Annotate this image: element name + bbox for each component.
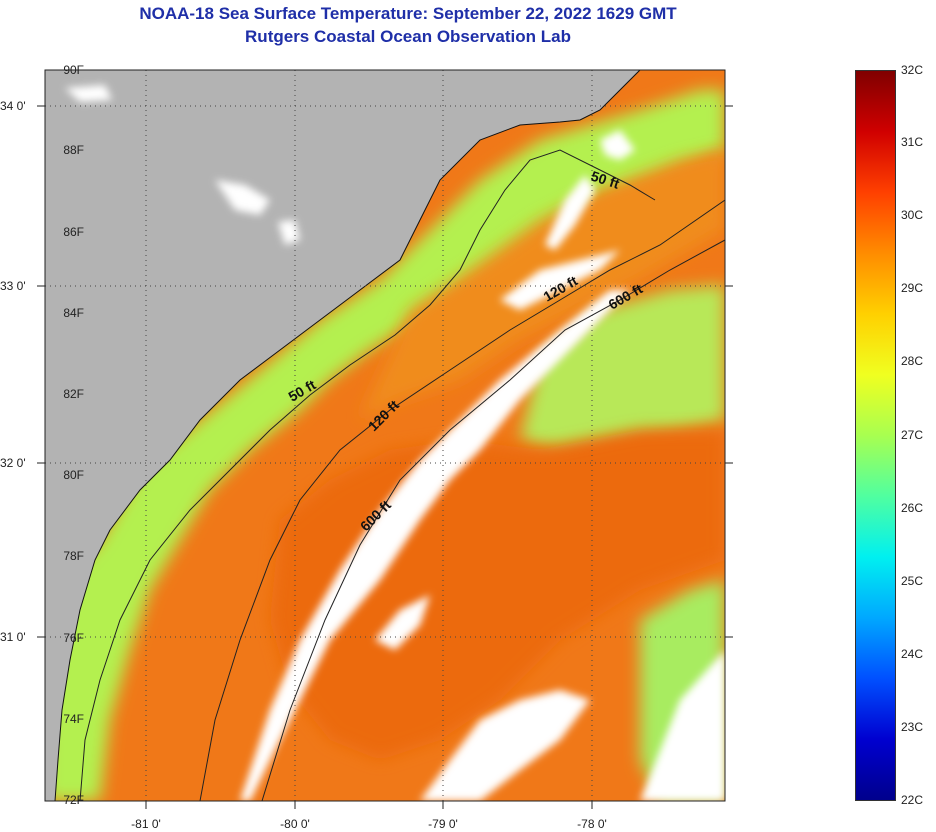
colorbar-celsius-label: 28C (901, 354, 924, 368)
colorbar-celsius-label: 26C (901, 501, 924, 515)
coastline (54, 70, 641, 801)
latitude-label: 31 0' (0, 630, 26, 644)
contour-600ft (261, 239, 725, 801)
map-title: NOAA-18 Sea Surface Temperature: Septemb… (139, 4, 677, 23)
colorbar-fahrenheit-label: 82F (63, 387, 84, 401)
map-subtitle: Rutgers Coastal Ocean Observation Lab (245, 27, 571, 46)
longitude-label: -79 0' (428, 817, 458, 831)
temperature-colorbar (855, 70, 896, 801)
offshore-green-patch (520, 285, 725, 450)
longitude-label: -78 0' (577, 817, 607, 831)
colorbar-fahrenheit-label: 84F (63, 306, 84, 320)
colorbar-celsius-label: 23C (901, 720, 924, 734)
axis-ticks (37, 105, 733, 809)
colorbar-celsius-label: 32C (901, 63, 924, 77)
graticule (45, 70, 725, 801)
colorbar-celsius-label: 24C (901, 647, 924, 661)
contour-120ft (199, 199, 725, 801)
colorbar-celsius-label: 25C (901, 574, 924, 588)
latitude-label: 33 0' (0, 279, 26, 293)
colorbar-celsius-label: 31C (901, 135, 924, 149)
latitude-label: 32 0' (0, 456, 26, 470)
colorbar-fahrenheit-label: 78F (63, 549, 84, 563)
colorbar-celsius-label: 30C (901, 208, 924, 222)
cloud-cover (65, 85, 725, 801)
longitude-label: -81 0' (131, 817, 161, 831)
latitude-label: 34 0' (0, 99, 26, 113)
colorbar-fahrenheit-label: 80F (63, 468, 84, 482)
contour-50ft (79, 149, 656, 801)
colorbar-celsius-label: 29C (901, 281, 924, 295)
colorbar-fahrenheit-label: 74F (63, 712, 84, 726)
longitude-label: -80 0' (280, 817, 310, 831)
colorbar-fahrenheit-label: 72F (63, 793, 84, 807)
colorbar-fahrenheit-label: 86F (63, 225, 84, 239)
colorbar-celsius-label: 22C (901, 793, 924, 807)
colorbar-celsius-label: 27C (901, 428, 924, 442)
colorbar-fahrenheit-label: 88F (63, 143, 84, 157)
colorbar-fahrenheit-label: 76F (63, 631, 84, 645)
land (45, 70, 640, 801)
colorbar-fahrenheit-label: 90F (63, 63, 84, 77)
map-frame (44, 69, 726, 802)
